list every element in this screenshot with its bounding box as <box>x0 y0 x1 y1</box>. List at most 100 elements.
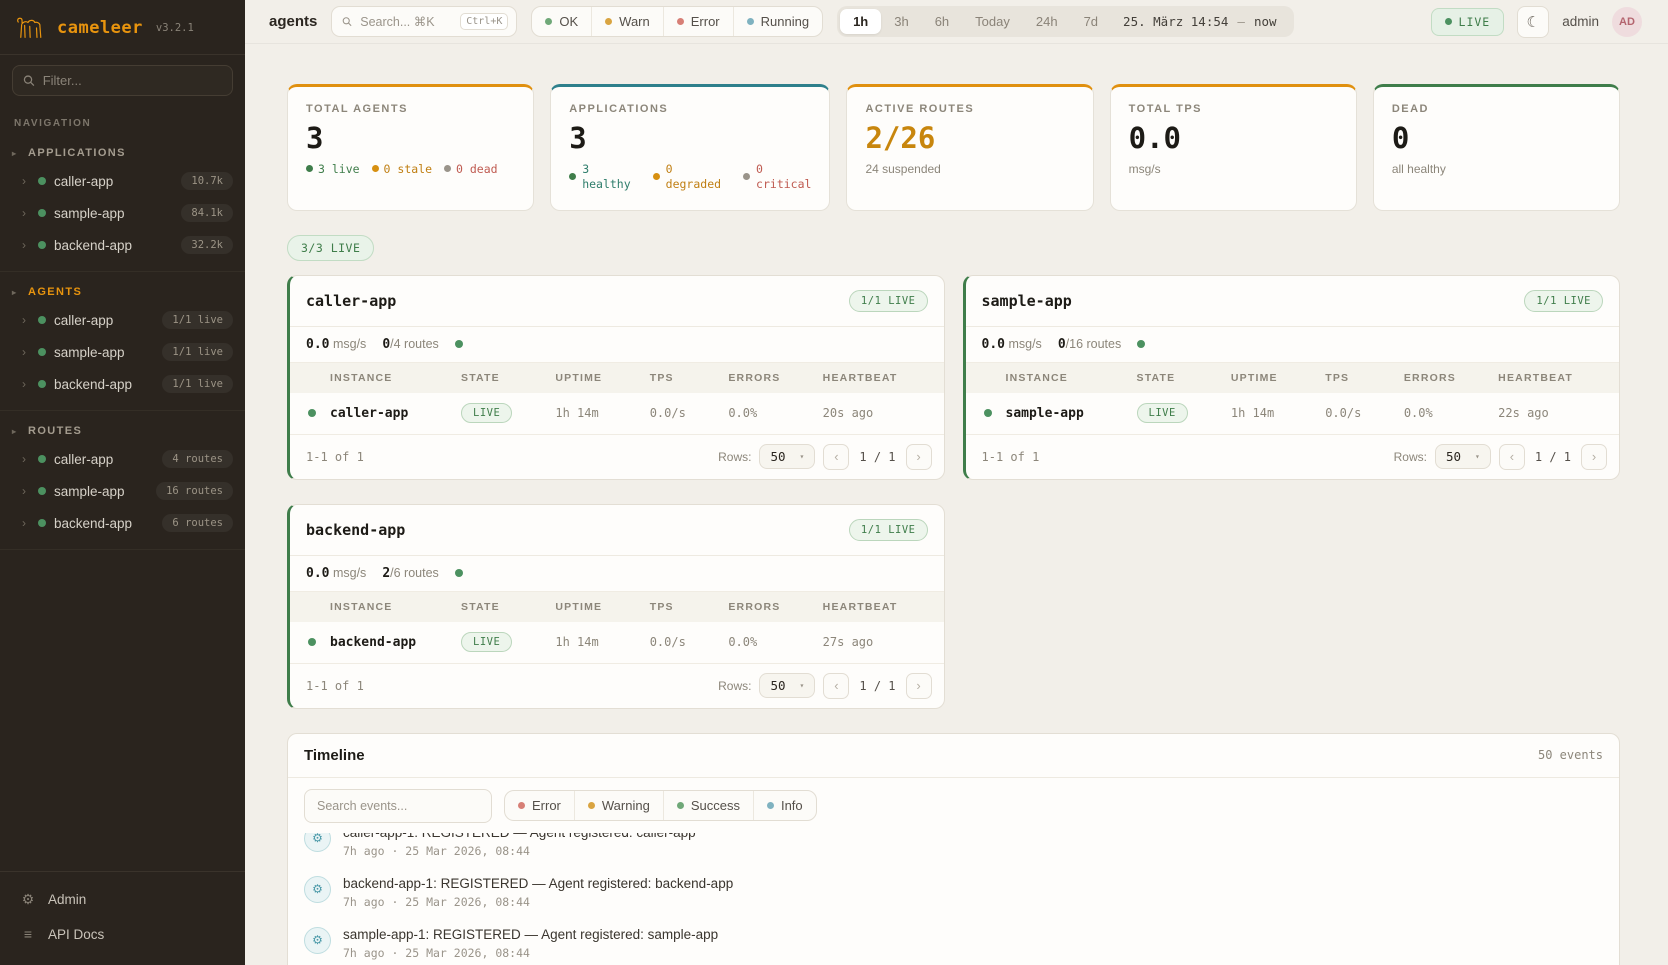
sidebar-item-agents-sample-app[interactable]: › sample-app 1/1 live <box>0 336 245 368</box>
status-dot <box>38 209 46 217</box>
next-page-button[interactable]: › <box>905 443 932 470</box>
timeline-event[interactable]: ⚙ caller-app-1: REGISTERED — Agent regis… <box>304 832 1603 867</box>
timeline-filter-info[interactable]: Info <box>752 791 816 821</box>
timeline-events-list[interactable]: ⚙ caller-app-1: REGISTERED — Agent regis… <box>288 832 1619 965</box>
timeline-search-input[interactable] <box>317 798 479 813</box>
theme-toggle-button[interactable]: ☾ <box>1517 5 1550 38</box>
caret-down-icon: ▾ <box>799 452 805 462</box>
pagination-range: 1-1 of 1 <box>981 449 1040 464</box>
next-page-button[interactable]: › <box>1581 443 1607 470</box>
rows-per-page-select[interactable]: 50 ▾ <box>759 673 816 699</box>
sidebar-item-applications-backend-app[interactable]: › backend-app 32.2k <box>0 229 245 261</box>
item-badge: 84.1k <box>181 204 233 222</box>
menu-icon: ≡ <box>23 926 33 942</box>
sidebar: cameleer v3.2.1 NAVIGATION ▸ APPLICATION… <box>0 0 245 965</box>
sidebar-item-routes-backend-app[interactable]: › backend-app 6 routes <box>0 507 245 539</box>
time-range-1h[interactable]: 1h <box>840 9 882 34</box>
app-card-title: sample-app <box>981 291 1072 310</box>
stat-card-active-routes: ACTIVE ROUTES 2/26 24 suspended <box>846 84 1094 211</box>
sidebar-item-admin[interactable]: ⚙ Admin <box>21 891 87 907</box>
global-search-input[interactable] <box>360 14 453 29</box>
app-health-dot <box>454 569 463 578</box>
timeline-filter-error[interactable]: Error <box>505 791 574 820</box>
app-health-dot <box>1137 340 1146 349</box>
timeline-search[interactable] <box>304 788 492 823</box>
stat-value: 0 <box>1391 121 1410 155</box>
avatar[interactable]: AD <box>1612 6 1642 37</box>
sidebar-section-agents: ▸ AGENTS › caller-app 1/1 live › sample-… <box>0 272 245 411</box>
app-card-title: caller-app <box>306 291 397 310</box>
section-caret-icon: ▸ <box>12 287 18 297</box>
timeline-event[interactable]: ⚙ backend-app-1: REGISTERED — Agent regi… <box>304 867 1603 918</box>
filter-ok[interactable]: OK <box>532 7 591 36</box>
stat-card-dead: DEAD 0 all healthy <box>1372 84 1620 211</box>
sidebar-item-routes-caller-app[interactable]: › caller-app 4 routes <box>0 443 245 475</box>
event-gear-icon: ⚙ <box>304 926 331 954</box>
item-badge: 1/1 live <box>162 375 233 393</box>
item-badge: 6 routes <box>162 514 233 532</box>
filter-error[interactable]: Error <box>662 7 733 36</box>
sidebar-footer: ⚙ Admin ≡ API Docs <box>0 871 245 965</box>
status-filter-group: OK Warn Error Running <box>531 6 824 37</box>
app-card-title: backend-app <box>306 520 406 539</box>
rows-per-page-select[interactable]: 50 ▾ <box>1434 444 1491 470</box>
timeline-filter-warning[interactable]: Warning <box>573 791 663 821</box>
sidebar-item-applications-caller-app[interactable]: › caller-app 10.7k <box>0 165 245 197</box>
section-header-routes[interactable]: ▸ ROUTES <box>12 425 83 437</box>
next-page-button[interactable]: › <box>905 672 932 699</box>
state-badge: LIVE <box>461 403 513 424</box>
time-range-display: 25. März 14:54 — now <box>1123 14 1277 29</box>
chevron-right-icon: › <box>22 238 26 252</box>
nav-section-label: NAVIGATION <box>14 118 92 129</box>
chevron-right-icon: › <box>22 206 26 220</box>
table-row[interactable]: caller-app LIVE 1h 14m 0.0/s 0.0% 20s ag… <box>290 393 944 435</box>
sidebar-filter-input[interactable] <box>42 73 222 88</box>
ok-dot <box>545 18 553 25</box>
section-header-applications[interactable]: ▸ APPLICATIONS <box>12 147 126 159</box>
app-live-badge: 1/1 LIVE <box>848 289 928 312</box>
table-row[interactable]: sample-app LIVE 1h 14m 0.0/s 0.0% 22s ag… <box>965 393 1619 435</box>
success-dot <box>676 802 684 810</box>
item-badge: 16 routes <box>156 482 233 500</box>
time-range-24h[interactable]: 24h <box>1035 14 1058 29</box>
gear-icon: ⚙ <box>21 891 35 907</box>
app-stats-row: 0.0 msg/s 0/4 routes <box>290 327 944 363</box>
item-badge: 10.7k <box>181 172 233 190</box>
time-range-3h[interactable]: 3h <box>894 14 909 29</box>
time-range-today[interactable]: Today <box>975 14 1010 29</box>
sidebar-item-api-docs[interactable]: ≡ API Docs <box>0 917 245 951</box>
chevron-right-icon: › <box>22 174 26 188</box>
live-dot <box>1444 18 1452 25</box>
sidebar-filter[interactable] <box>12 65 233 96</box>
section-header-agents[interactable]: ▸ AGENTS <box>12 286 83 298</box>
stale-dot <box>371 165 379 173</box>
page-indicator: 1 / 1 <box>1534 449 1571 464</box>
content-scroll-area[interactable]: TOTAL AGENTS 3 3 live 0 stale 0 dead APP… <box>245 44 1668 965</box>
time-range-7d[interactable]: 7d <box>1083 14 1099 29</box>
sidebar-section-routes: ▸ ROUTES › caller-app 4 routes › sample-… <box>0 411 245 550</box>
sidebar-item-agents-backend-app[interactable]: › backend-app 1/1 live <box>0 368 245 400</box>
running-dot <box>746 18 754 25</box>
filter-running[interactable]: Running <box>732 7 822 36</box>
prev-page-button[interactable]: ‹ <box>1498 443 1525 470</box>
status-dot <box>38 348 46 356</box>
chevron-right-icon: › <box>22 377 26 391</box>
timeline-filter-success[interactable]: Success <box>662 791 753 821</box>
prev-page-button[interactable]: ‹ <box>823 443 850 470</box>
global-search[interactable]: Ctrl+K <box>331 6 518 37</box>
app-live-badge: 1/1 LIVE <box>1524 289 1603 312</box>
filter-warn[interactable]: Warn <box>591 7 663 36</box>
sidebar-item-applications-sample-app[interactable]: › sample-app 84.1k <box>0 197 245 229</box>
kbd-shortcut: Ctrl+K <box>460 13 509 30</box>
error-dot <box>676 18 684 25</box>
prev-page-button[interactable]: ‹ <box>823 672 850 699</box>
stat-value: 0.0 <box>1128 121 1182 155</box>
sidebar-item-agents-caller-app[interactable]: › caller-app 1/1 live <box>0 304 245 336</box>
time-range-6h[interactable]: 6h <box>934 14 950 29</box>
table-row[interactable]: backend-app LIVE 1h 14m 0.0/s 0.0% 27s a… <box>290 622 944 664</box>
info-dot <box>766 802 774 810</box>
overview-live-badge: 3/3 LIVE <box>287 234 375 261</box>
rows-per-page-select[interactable]: 50 ▾ <box>759 444 816 470</box>
timeline-event[interactable]: ⚙ sample-app-1: REGISTERED — Agent regis… <box>304 918 1603 965</box>
sidebar-item-routes-sample-app[interactable]: › sample-app 16 routes <box>0 475 245 507</box>
